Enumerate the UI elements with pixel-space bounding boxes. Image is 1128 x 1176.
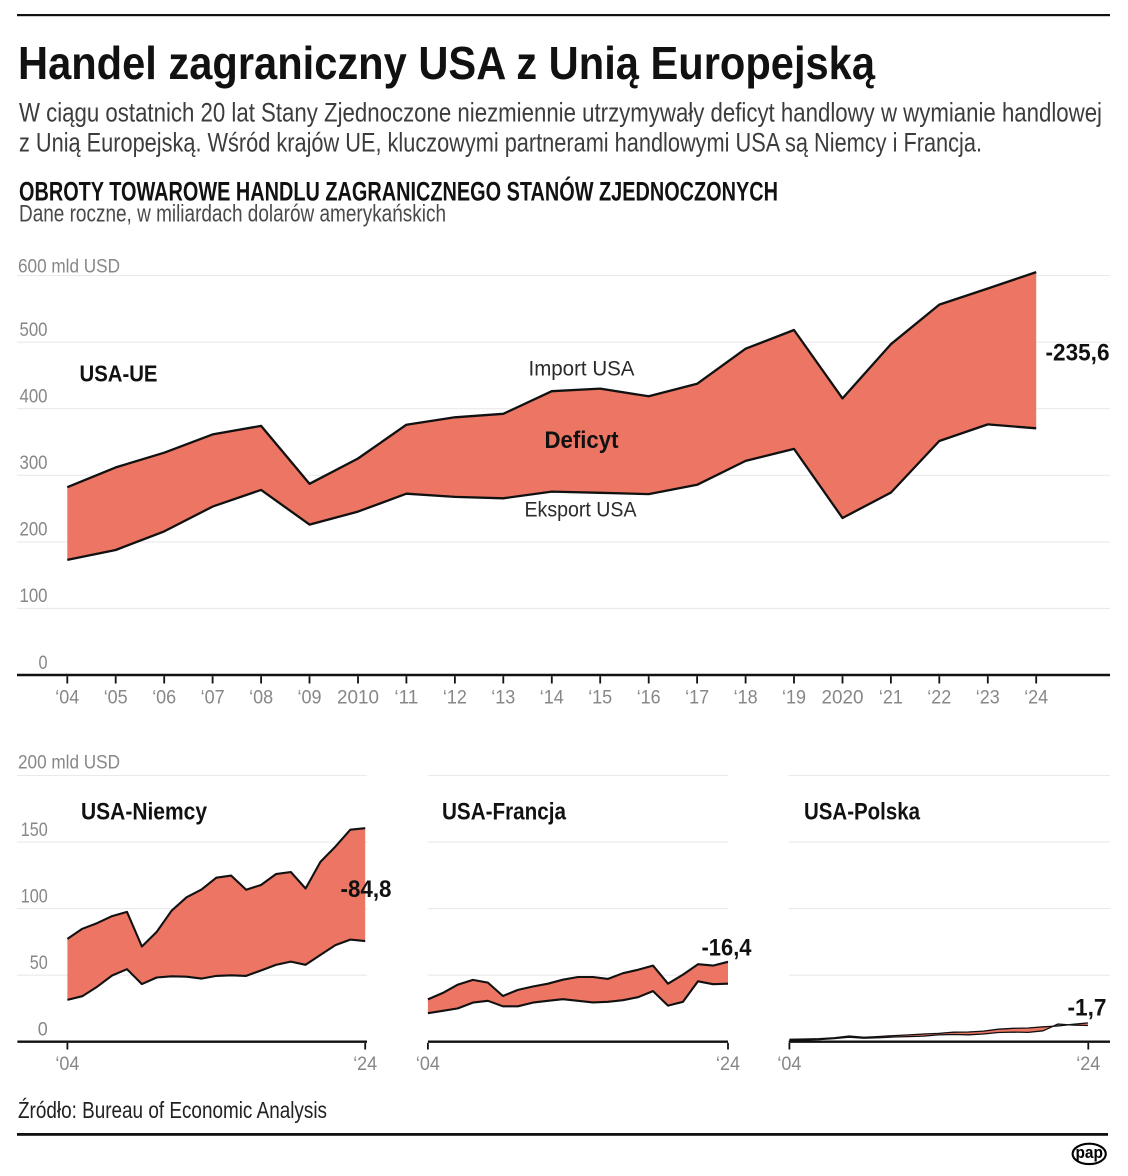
svg-text:‘12: ‘12 [443,688,467,709]
svg-text:Deficyt: Deficyt [545,427,619,454]
svg-text:Źródło: Bureau of Economic Ana: Źródło: Bureau of Economic Analysis [18,1097,327,1123]
svg-text:‘11: ‘11 [394,688,418,709]
svg-text:‘13: ‘13 [491,688,515,709]
svg-text:200: 200 [20,520,48,541]
svg-text:‘06: ‘06 [152,688,176,709]
svg-text:‘04: ‘04 [55,1054,79,1075]
svg-text:Handel zagraniczny USA z Unią: Handel zagraniczny USA z Unią Europejską [18,37,876,89]
svg-text:600 mld USD: 600 mld USD [18,257,120,278]
svg-text:‘21: ‘21 [879,688,903,709]
svg-text:300: 300 [20,453,48,474]
svg-text:0: 0 [39,653,48,674]
svg-text:‘22: ‘22 [927,688,951,709]
svg-text:-16,4: -16,4 [702,935,753,962]
svg-text:‘18: ‘18 [734,688,758,709]
svg-text:‘19: ‘19 [782,688,806,709]
svg-text:50: 50 [30,953,48,974]
svg-text:‘04: ‘04 [777,1054,801,1075]
svg-text:z Unią Europejską. Wśród krajó: z Unią Europejską. Wśród krajów UE, kluc… [19,127,982,158]
svg-text:pap: pap [1075,1144,1103,1162]
svg-text:Import USA: Import USA [529,357,636,381]
svg-text:‘23: ‘23 [976,688,1000,709]
svg-text:‘07: ‘07 [201,688,225,709]
svg-text:Dane roczne, w miliardach dola: Dane roczne, w miliardach dolarów ameryk… [19,201,446,228]
svg-text:‘05: ‘05 [104,688,128,709]
svg-text:100: 100 [20,586,48,607]
svg-text:‘24: ‘24 [1076,1054,1100,1075]
svg-text:‘04: ‘04 [55,688,79,709]
svg-text:-235,6: -235,6 [1046,339,1110,366]
svg-text:‘08: ‘08 [249,688,273,709]
svg-text:200 mld USD: 200 mld USD [18,753,120,774]
svg-text:‘17: ‘17 [685,688,709,709]
svg-text:100: 100 [21,886,48,907]
svg-text:‘16: ‘16 [637,688,661,709]
svg-text:‘15: ‘15 [588,688,612,709]
svg-text:‘24: ‘24 [353,1054,377,1075]
svg-text:-84,8: -84,8 [341,876,392,903]
svg-text:Eksport USA: Eksport USA [525,498,638,522]
svg-text:‘09: ‘09 [298,688,322,709]
svg-text:0: 0 [38,1020,48,1041]
svg-text:2020: 2020 [822,688,864,709]
svg-text:150: 150 [21,820,48,841]
svg-text:OBROTY TOWAROWE HANDLU ZAGRANI: OBROTY TOWAROWE HANDLU ZAGRANICZNEGO STA… [19,175,778,206]
svg-text:‘04: ‘04 [416,1054,440,1075]
svg-text:-1,7: -1,7 [1068,995,1107,1022]
svg-text:‘14: ‘14 [540,688,564,709]
svg-text:USA-UE: USA-UE [80,361,158,387]
svg-text:USA-Francja: USA-Francja [442,799,567,826]
svg-text:‘24: ‘24 [716,1054,740,1075]
svg-text:2010: 2010 [337,688,379,709]
svg-text:‘24: ‘24 [1024,688,1048,709]
svg-text:USA-Polska: USA-Polska [804,799,921,826]
svg-text:400: 400 [20,387,48,408]
svg-text:500: 500 [20,320,48,341]
svg-text:USA-Niemcy: USA-Niemcy [81,799,208,826]
svg-text:W ciągu ostatnich 20 lat Stany: W ciągu ostatnich 20 lat Stany Zjednoczo… [19,97,1102,128]
